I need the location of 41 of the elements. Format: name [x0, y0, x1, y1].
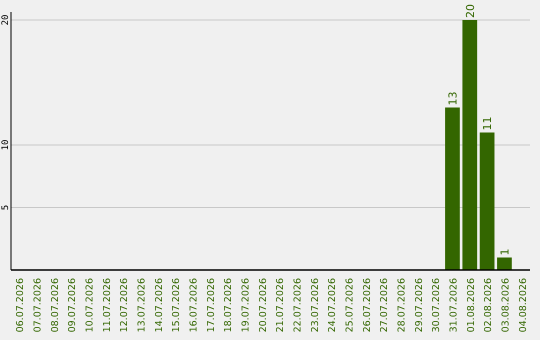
- x-tick-label: 31.07.2026: [448, 278, 460, 332]
- x-tick-label: 30.07.2026: [431, 278, 442, 332]
- x-tick-label: 15.07.2026: [171, 278, 182, 332]
- x-tick-label: 25.07.2026: [344, 278, 356, 332]
- y-tick-label: 5: [1, 204, 11, 210]
- data-label: 20: [464, 4, 477, 18]
- x-tick-label: 23.07.2026: [310, 278, 321, 332]
- x-tick-label: 17.07.2026: [206, 278, 217, 332]
- y-tick-label: 10: [1, 140, 11, 150]
- x-tick-label: 24.07.2026: [327, 278, 338, 332]
- x-tick-label: 29.07.2026: [414, 278, 425, 332]
- data-label: 13: [446, 92, 460, 106]
- x-tick-label: 16.07.2026: [188, 278, 200, 332]
- x-tick-label: 28.07.2026: [396, 278, 408, 332]
- x-tick-label: 22.07.2026: [292, 278, 304, 332]
- x-tick-label: 14.07.2026: [154, 278, 165, 332]
- x-tick-label: 09.07.2026: [67, 278, 78, 332]
- x-tick-label: 02.08.2026: [483, 278, 494, 332]
- x-tick-label: 01.08.2026: [466, 278, 477, 332]
- bar: [462, 20, 478, 270]
- data-label: 11: [481, 116, 494, 130]
- x-tick-label: 18.07.2026: [223, 278, 234, 332]
- x-tick-label: 19.07.2026: [240, 278, 252, 332]
- x-tick-label: 04.08.2026: [518, 278, 529, 332]
- x-tick-label: 20.07.2026: [258, 278, 269, 332]
- x-tick-label: 26.07.2026: [362, 278, 373, 332]
- x-tick-label: 13.07.2026: [136, 278, 148, 332]
- x-tick-label: 03.08.2026: [500, 278, 512, 332]
- x-tick-label: 21.07.2026: [275, 278, 286, 332]
- x-tick-label: 10.07.2026: [84, 278, 96, 332]
- x-tick-label: 27.07.2026: [379, 278, 390, 332]
- data-label: 1: [498, 248, 512, 256]
- bar: [445, 108, 460, 270]
- bar: [480, 132, 494, 270]
- bar: [497, 258, 512, 270]
- x-tick-label: 06.07.2026: [15, 278, 26, 332]
- x-tick-label: 07.07.2026: [32, 278, 44, 332]
- x-tick-label: 11.07.2026: [102, 278, 113, 332]
- x-tick-label: 08.07.2026: [50, 278, 61, 332]
- x-tick-label: 12.07.2026: [119, 278, 130, 332]
- y-tick-label: 20: [1, 14, 11, 26]
